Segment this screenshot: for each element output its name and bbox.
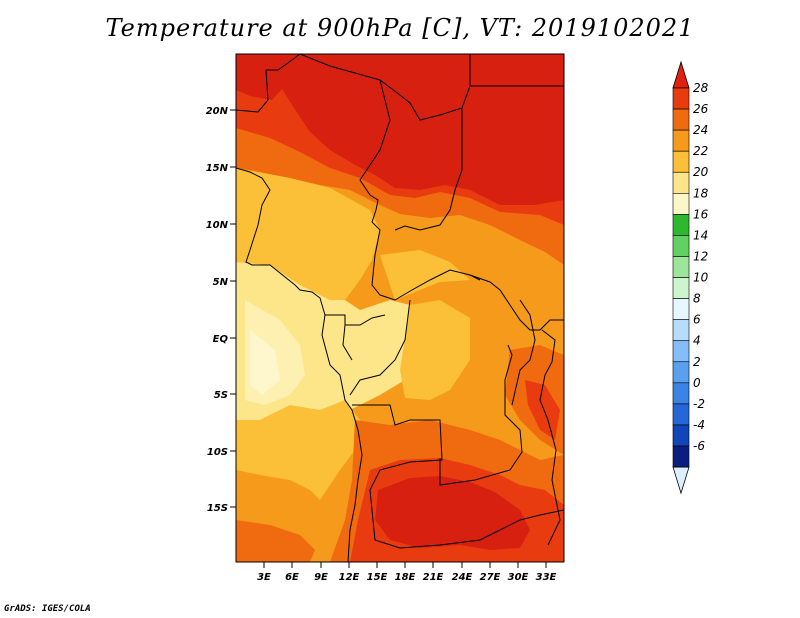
lat-label: 10N — [206, 220, 229, 231]
colorbar-label: -4 — [693, 418, 705, 432]
colorbar-label: 10 — [693, 271, 709, 285]
latitude-axis: 20N 15N 10N 5N EQ 5S 10S 15S — [206, 106, 236, 514]
lon-label: 24E — [452, 572, 473, 583]
colorbar-label: 20 — [693, 165, 709, 179]
colorbar-segment — [672, 214, 690, 236]
colorbar-segment — [672, 445, 690, 468]
colorbar-segment — [672, 298, 690, 320]
grads-credit: GrADS: IGES/COLA — [4, 604, 91, 614]
colorbar-segment — [672, 256, 690, 278]
colorbar-segment — [672, 424, 690, 447]
colorbar-segment — [672, 171, 690, 194]
temperature-field — [236, 54, 564, 562]
lat-label: 5N — [213, 277, 229, 288]
lon-label: 9E — [314, 572, 328, 583]
colorbar-segment — [672, 129, 690, 152]
lat-label: 15S — [207, 503, 228, 514]
lon-label: 3E — [257, 572, 271, 583]
colorbar-label: 0 — [693, 376, 701, 390]
colorbar-label: 28 — [693, 81, 709, 95]
colorbar-segment — [672, 277, 690, 299]
lon-label: 6E — [285, 572, 299, 583]
colorbar-label: -6 — [693, 439, 705, 453]
colorbar-label: 2 — [693, 355, 701, 369]
colorbar-segment — [672, 193, 690, 215]
colorbar-label: 12 — [693, 249, 708, 263]
lon-label: 21E — [423, 572, 444, 583]
lon-label: 33E — [536, 572, 557, 583]
map-frame — [235, 53, 565, 563]
lat-label: 20N — [206, 106, 229, 117]
lon-label: 15E — [367, 572, 388, 583]
colorbar-segment — [672, 108, 690, 131]
colorbar-label: 4 — [693, 334, 701, 348]
lon-label: 27E — [480, 572, 501, 583]
colorbar-label: 8 — [693, 292, 701, 306]
colorbar-segment — [672, 150, 690, 173]
colorbar-label: 16 — [693, 207, 709, 221]
colorbar-label: 24 — [693, 123, 708, 137]
colorbar-label: 18 — [693, 186, 709, 200]
colorbar-label: 26 — [693, 102, 709, 116]
colorbar-segment — [672, 340, 690, 363]
lon-label: 12E — [339, 572, 360, 583]
lat-label: EQ — [213, 334, 229, 345]
colorbar-label: 6 — [693, 313, 701, 327]
longitude-axis: 3E 6E 9E 12E 15E 18E 21E 24E 27E 30E 33E — [257, 562, 557, 583]
colorbar-over-triangle — [672, 60, 690, 89]
colorbar-segment — [672, 319, 690, 342]
colorbar-segment — [672, 403, 690, 426]
colorbar-label: -2 — [693, 397, 705, 411]
colorbar-label: 14 — [693, 228, 708, 242]
lat-label: 15N — [206, 163, 229, 174]
colorbar-segment — [672, 87, 690, 110]
colorbar-segment — [672, 361, 690, 384]
country-borders — [236, 54, 564, 562]
colorbar-under-triangle — [672, 466, 690, 495]
colorbar-segment — [672, 382, 690, 405]
colorbar-label: 22 — [693, 144, 708, 158]
lat-label: 10S — [207, 447, 228, 458]
lat-label: 5S — [214, 390, 228, 401]
colorbar-segment — [672, 235, 690, 257]
map-title: Temperature at 900hPa [C], VT: 201910202… — [105, 14, 695, 42]
lon-label: 18E — [395, 572, 416, 583]
lon-label: 30E — [508, 572, 529, 583]
